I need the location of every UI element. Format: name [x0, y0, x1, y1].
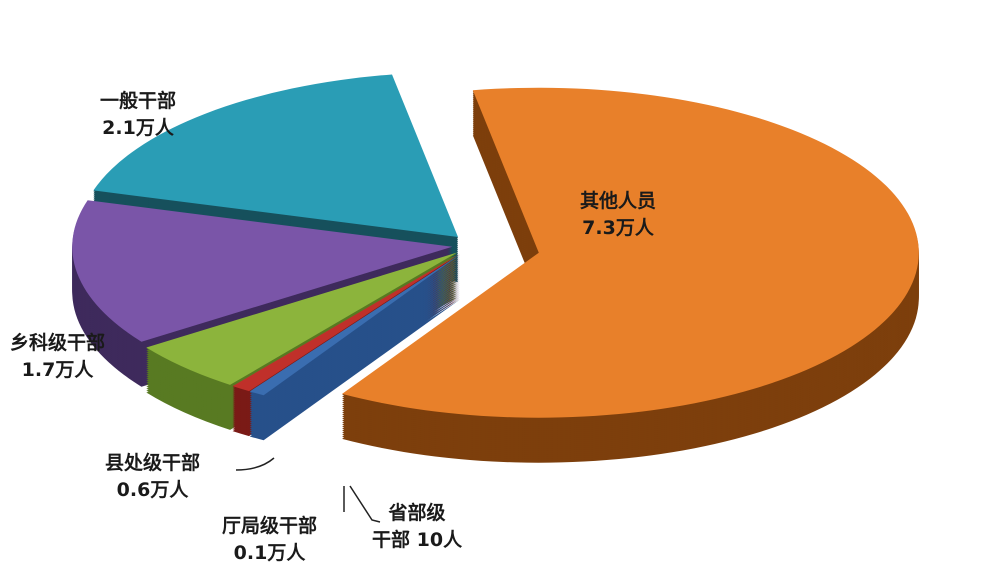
- label-general-name: 一般干部: [100, 90, 177, 112]
- label-other-name: 其他人员: [580, 190, 657, 212]
- pie-slice-1: [249, 254, 461, 441]
- label-township: 乡科级干部 1.7万人: [10, 330, 105, 384]
- label-county-name: 县处级干部: [105, 452, 201, 474]
- pie-slice-top: [146, 252, 458, 385]
- pie-slice-top: [232, 253, 460, 392]
- label-county: 县处级干部 0.6万人: [105, 450, 200, 504]
- label-ministerial-value: 10人: [416, 529, 463, 551]
- label-general-value: 2.1万人: [102, 117, 174, 139]
- label-other-value: 7.3万人: [582, 217, 654, 239]
- label-bureau: 厅局级干部 0.1万人: [222, 513, 317, 567]
- pie-slice-4: [72, 200, 453, 387]
- label-ministerial-line2: 干部 10人: [372, 527, 462, 554]
- pie-slice-top: [93, 74, 458, 237]
- label-township-value: 1.7万人: [21, 359, 94, 381]
- pie-slice-0: [342, 87, 919, 463]
- pie-slice-top: [249, 254, 461, 396]
- label-ministerial: 省部级 干部 10人: [372, 500, 462, 554]
- label-other: 其他人员 7.3万人: [580, 188, 656, 242]
- label-bureau-value: 0.1万人: [233, 542, 306, 564]
- leader-line-2: [349, 485, 381, 523]
- label-ministerial-name2: 干部: [372, 529, 411, 551]
- label-ministerial-name: 省部级: [388, 502, 446, 524]
- pie-slice-top: [72, 200, 453, 342]
- leader-line-0: [235, 457, 275, 471]
- label-general: 一般干部 2.1万人: [100, 88, 176, 142]
- label-county-value: 0.6万人: [116, 479, 189, 501]
- label-township-name: 乡科级干部: [10, 332, 106, 354]
- label-bureau-name: 厅局级干部: [222, 515, 318, 537]
- pie-slice-top: [342, 87, 919, 418]
- pie-slice-5: [93, 74, 458, 282]
